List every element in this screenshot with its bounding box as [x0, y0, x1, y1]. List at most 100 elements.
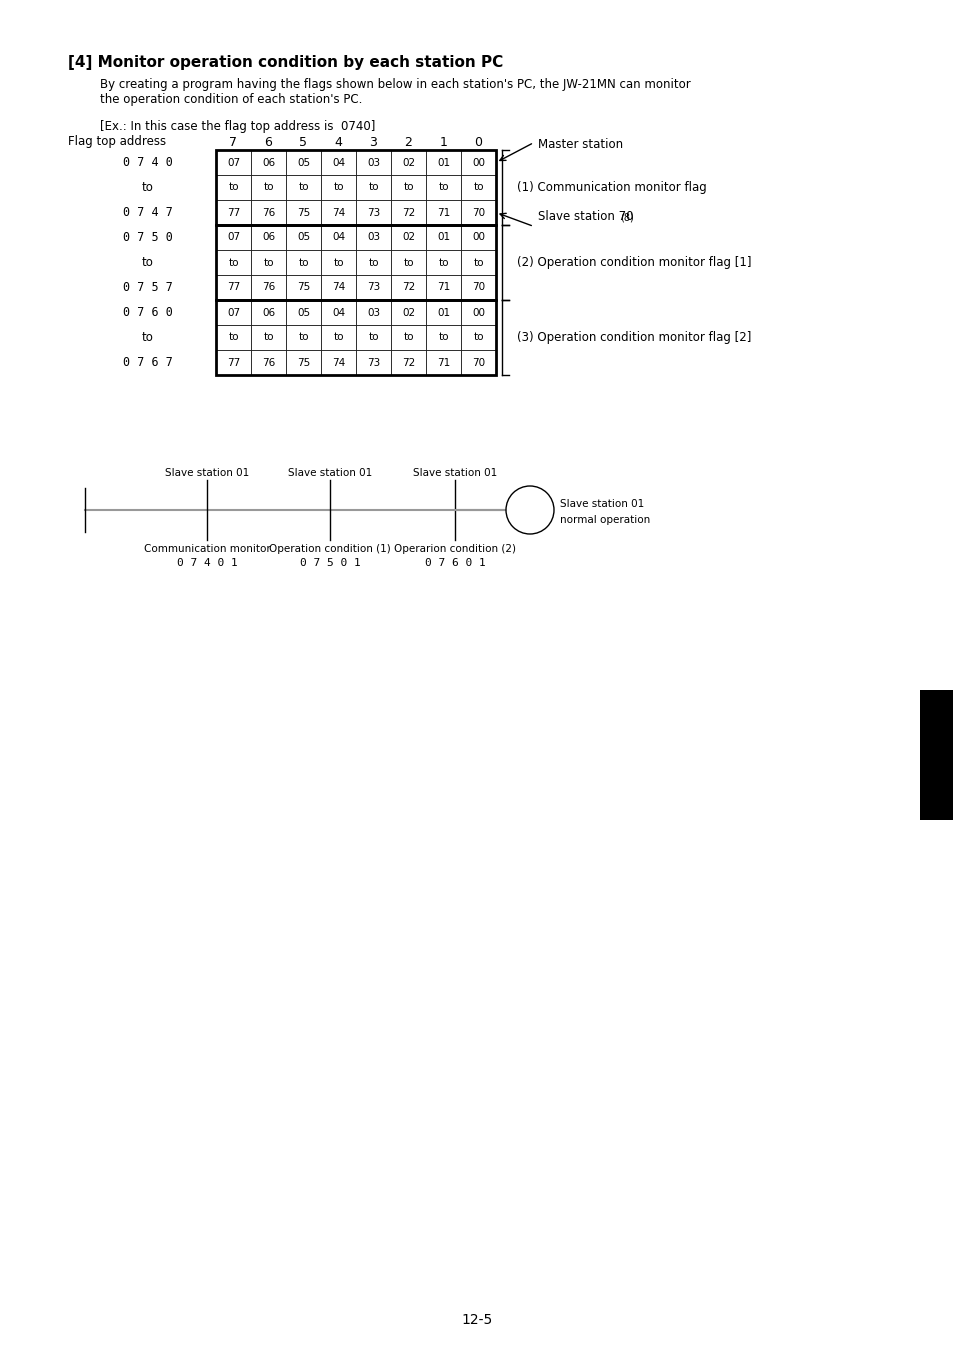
Bar [460, 326, 496, 350]
Bar [391, 350, 426, 376]
Text: 76: 76 [262, 282, 274, 293]
Text: 2: 2 [404, 135, 412, 149]
Bar [460, 176, 496, 200]
Text: 0 7 5 0: 0 7 5 0 [123, 231, 172, 245]
Text: 3: 3 [369, 135, 377, 149]
Bar [355, 350, 391, 376]
Bar [251, 200, 286, 226]
Bar [355, 226, 391, 250]
Text: 75: 75 [296, 282, 310, 293]
Text: Slave station 70: Slave station 70 [537, 209, 633, 223]
Text: the operation condition of each station's PC.: the operation condition of each station'… [100, 93, 362, 105]
Text: to: to [263, 258, 274, 267]
Bar [426, 226, 460, 250]
Bar [391, 176, 426, 200]
Text: 70: 70 [472, 358, 484, 367]
Bar [460, 200, 496, 226]
Text: 0 7 5 0 1: 0 7 5 0 1 [299, 558, 360, 567]
Text: 04: 04 [332, 308, 345, 317]
Bar [215, 276, 251, 300]
Text: 73: 73 [367, 358, 379, 367]
Bar [286, 226, 320, 250]
Bar [391, 250, 426, 276]
Bar [426, 200, 460, 226]
Bar [426, 300, 460, 326]
Text: to: to [437, 258, 448, 267]
Text: to: to [333, 332, 343, 343]
Text: to: to [333, 182, 343, 192]
Text: 05: 05 [296, 232, 310, 242]
Bar [391, 276, 426, 300]
Text: 07: 07 [227, 158, 240, 168]
Bar [320, 250, 355, 276]
Bar [251, 150, 286, 176]
Bar [215, 300, 251, 326]
Text: Slave station 01: Slave station 01 [288, 467, 372, 478]
Text: to: to [142, 331, 153, 345]
Text: 73: 73 [367, 208, 379, 218]
Text: to: to [368, 332, 378, 343]
Bar [215, 300, 496, 376]
Text: Flag top address: Flag top address [68, 135, 166, 149]
Text: 72: 72 [401, 358, 415, 367]
Bar [215, 226, 251, 250]
Bar [391, 300, 426, 326]
Text: 0 7 6 7: 0 7 6 7 [123, 357, 172, 369]
Text: to: to [228, 332, 238, 343]
Text: 03: 03 [367, 308, 379, 317]
Text: 76: 76 [262, 358, 274, 367]
Bar [391, 150, 426, 176]
Text: 02: 02 [401, 232, 415, 242]
Text: [4] Monitor operation condition by each station PC: [4] Monitor operation condition by each … [68, 55, 503, 70]
Text: 71: 71 [436, 358, 450, 367]
Bar [355, 250, 391, 276]
Text: to: to [228, 182, 238, 192]
Bar [286, 300, 320, 326]
Bar [460, 226, 496, 250]
Text: 6: 6 [264, 135, 273, 149]
Bar [320, 300, 355, 326]
Text: 00: 00 [472, 158, 484, 168]
Text: 7: 7 [230, 135, 237, 149]
Text: 0 7 4 0: 0 7 4 0 [123, 155, 172, 169]
Text: to: to [437, 332, 448, 343]
Bar [320, 276, 355, 300]
Text: 06: 06 [262, 158, 274, 168]
Bar [251, 300, 286, 326]
Bar [286, 350, 320, 376]
Text: 12-5: 12-5 [461, 1313, 492, 1327]
Text: to: to [263, 332, 274, 343]
Bar [286, 250, 320, 276]
Bar [215, 150, 251, 176]
Text: to: to [228, 258, 238, 267]
Bar [215, 250, 251, 276]
Text: Operarion condition (2): Operarion condition (2) [394, 544, 516, 554]
Bar [286, 200, 320, 226]
Text: 75: 75 [296, 358, 310, 367]
Text: 0 7 6 0 1: 0 7 6 0 1 [424, 558, 485, 567]
Bar [251, 350, 286, 376]
Text: to: to [142, 255, 153, 269]
Bar [391, 200, 426, 226]
Text: 05: 05 [296, 158, 310, 168]
Text: 72: 72 [401, 208, 415, 218]
Bar [320, 326, 355, 350]
Text: 74: 74 [332, 358, 345, 367]
Text: to: to [437, 182, 448, 192]
Text: Slave station 01: Slave station 01 [413, 467, 497, 478]
Bar [460, 350, 496, 376]
Text: to: to [473, 182, 483, 192]
Text: 0 7 4 7: 0 7 4 7 [123, 205, 172, 219]
Bar [215, 350, 251, 376]
Bar [215, 326, 251, 350]
Text: to: to [403, 332, 414, 343]
Text: 71: 71 [436, 208, 450, 218]
Text: 70: 70 [472, 282, 484, 293]
Text: 76: 76 [262, 208, 274, 218]
Bar [355, 150, 391, 176]
Text: 77: 77 [227, 358, 240, 367]
Text: 77: 77 [227, 282, 240, 293]
Text: 1: 1 [439, 135, 447, 149]
Text: to: to [403, 182, 414, 192]
Text: 04: 04 [332, 158, 345, 168]
